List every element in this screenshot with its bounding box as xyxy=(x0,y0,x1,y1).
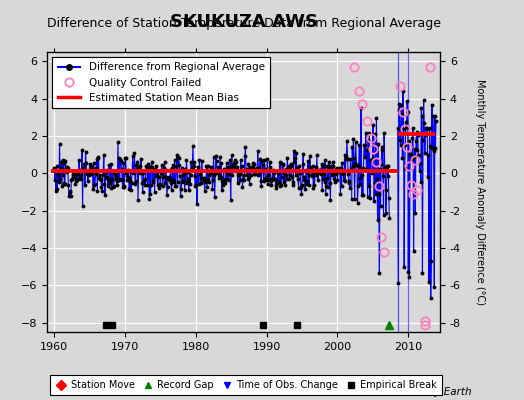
Legend: Station Move, Record Gap, Time of Obs. Change, Empirical Break: Station Move, Record Gap, Time of Obs. C… xyxy=(50,376,442,395)
Y-axis label: Monthly Temperature Anomaly Difference (°C): Monthly Temperature Anomaly Difference (… xyxy=(475,79,485,305)
Text: Berkeley Earth: Berkeley Earth xyxy=(395,387,472,397)
Title: SKUKUZA AWS: SKUKUZA AWS xyxy=(170,13,318,31)
Legend: Difference from Regional Average, Quality Control Failed, Estimated Station Mean: Difference from Regional Average, Qualit… xyxy=(52,57,270,108)
Text: Difference of Station Temperature Data from Regional Average: Difference of Station Temperature Data f… xyxy=(47,16,441,30)
